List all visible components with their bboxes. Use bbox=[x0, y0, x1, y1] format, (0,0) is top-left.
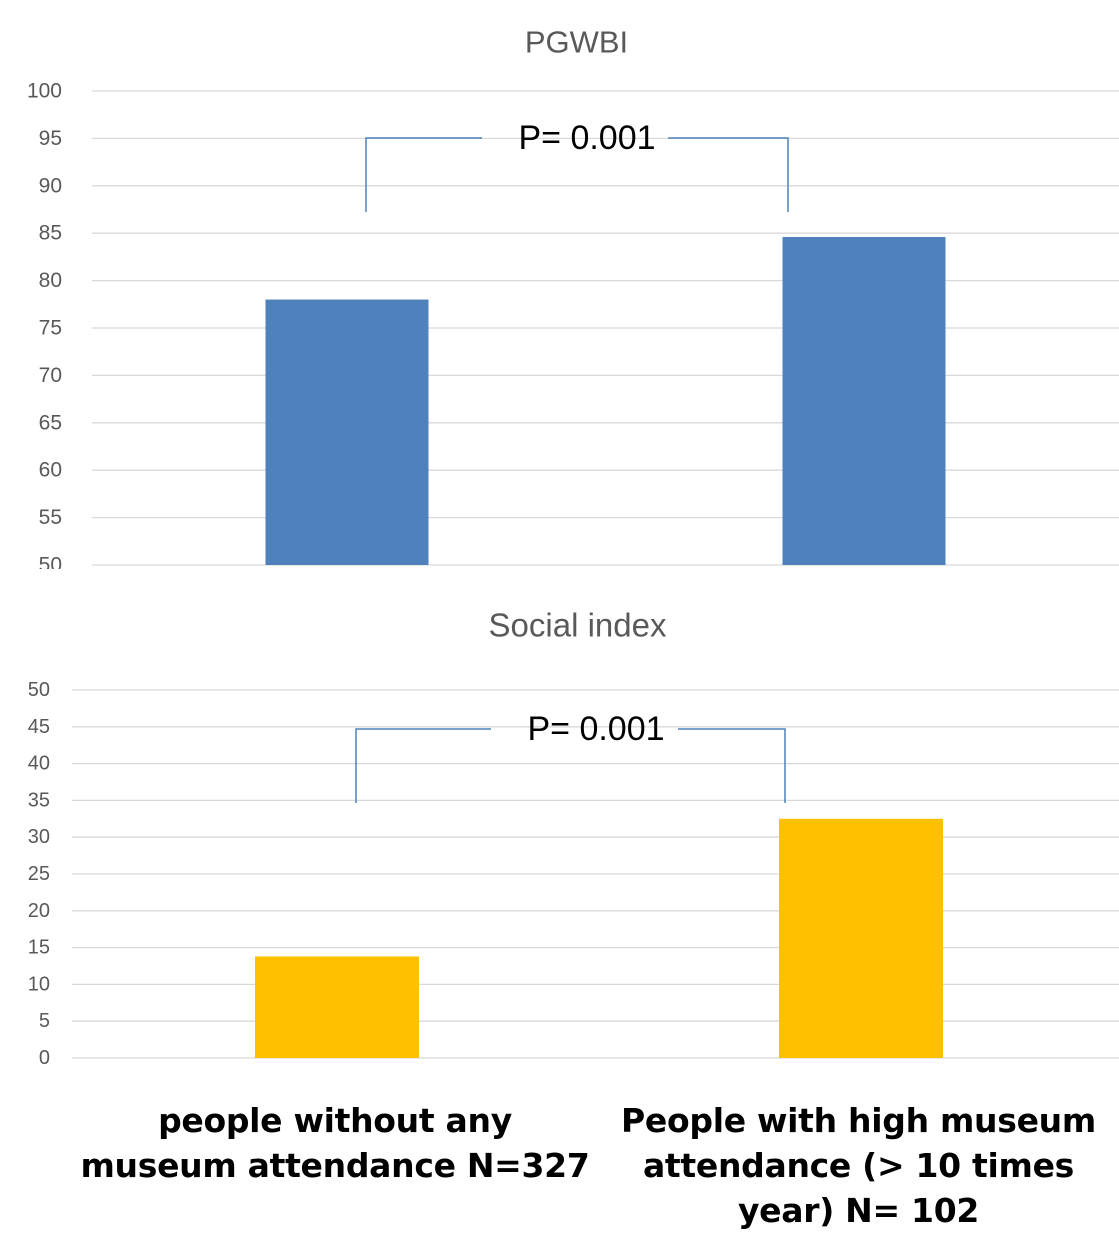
chart1-tick-label: 55 bbox=[39, 506, 62, 529]
chart1-tick-label: 90 bbox=[39, 174, 62, 197]
chart1-tick-label: 85 bbox=[39, 222, 62, 245]
chart2-tick-label: 30 bbox=[28, 826, 50, 848]
chart1-title: PGWBI bbox=[525, 25, 628, 60]
chart2-p-value: P= 0.001 bbox=[527, 710, 664, 748]
chart1-p-value: P= 0.001 bbox=[518, 119, 655, 157]
chart1-tick-label: 65 bbox=[39, 411, 62, 434]
chart2-tick-label: 0 bbox=[39, 1047, 50, 1069]
chart2-title: Social index bbox=[489, 607, 667, 644]
chart2-bracket-right bbox=[678, 728, 786, 803]
chart1-tick-label: 70 bbox=[39, 364, 62, 387]
chart2-bar-1 bbox=[255, 956, 419, 1058]
chart2-bracket-left bbox=[355, 728, 491, 803]
chart1-tick-label: 50 bbox=[39, 554, 62, 577]
chart2-tick-label: 40 bbox=[28, 753, 50, 775]
chart1-tick-label: 60 bbox=[39, 459, 62, 482]
category-label-high-attendance: People with high museum attendance (> 10 … bbox=[621, 1101, 1096, 1230]
chart2-tick-label: 35 bbox=[28, 789, 50, 811]
chart2-tick-label: 10 bbox=[28, 973, 50, 995]
chart1-bracket-left bbox=[365, 137, 482, 212]
chart2-tick-label: 20 bbox=[28, 900, 50, 922]
chart1-bar-1 bbox=[265, 299, 429, 565]
chart2-tick-label: 45 bbox=[28, 716, 50, 738]
chart1-bracket-right bbox=[668, 137, 789, 212]
chart2-tick-label: 15 bbox=[28, 937, 50, 959]
chart2-tick-label: 50 bbox=[28, 679, 50, 701]
chart1-tick-label: 100 bbox=[27, 80, 62, 103]
chart2-tick-label: 25 bbox=[28, 863, 50, 885]
category-label-without-attendance: people without any museum attendance N=32… bbox=[80, 1101, 590, 1185]
chart1-bar-2 bbox=[782, 236, 946, 565]
chart2-bar-2 bbox=[779, 818, 943, 1058]
chart1-tick-label: 75 bbox=[39, 317, 62, 340]
chart2-tick-label: 5 bbox=[39, 1010, 50, 1032]
chart1-tick-label: 95 bbox=[39, 127, 62, 150]
chart1-tick-label: 80 bbox=[39, 269, 62, 292]
